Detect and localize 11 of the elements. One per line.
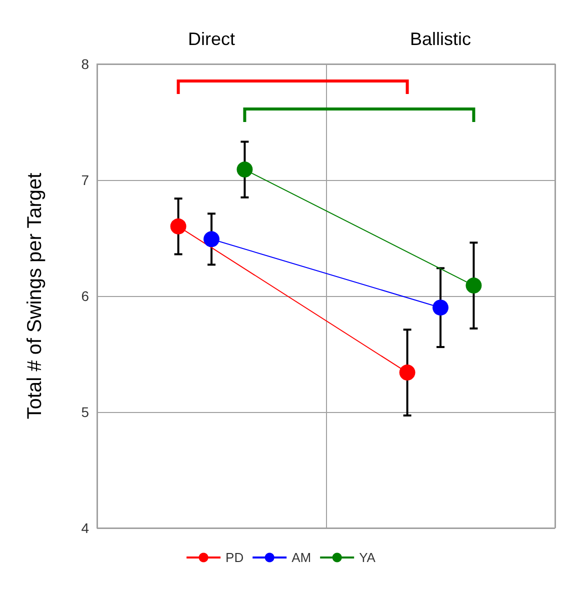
legend-label: AM bbox=[292, 550, 312, 565]
y-axis-title: Total # of Swings per Target bbox=[24, 172, 46, 420]
x-tick-label: Ballistic bbox=[410, 29, 472, 49]
legend-label: PD bbox=[226, 550, 244, 565]
legend-label: YA bbox=[359, 550, 376, 565]
x-tick-label: Direct bbox=[188, 29, 236, 49]
y-tick-label: 6 bbox=[81, 288, 90, 304]
y-tick-label: 4 bbox=[81, 520, 90, 536]
y-tick-label: 5 bbox=[81, 404, 90, 420]
y-tick-label: 8 bbox=[81, 56, 90, 72]
y-tick-label: 7 bbox=[81, 172, 90, 188]
